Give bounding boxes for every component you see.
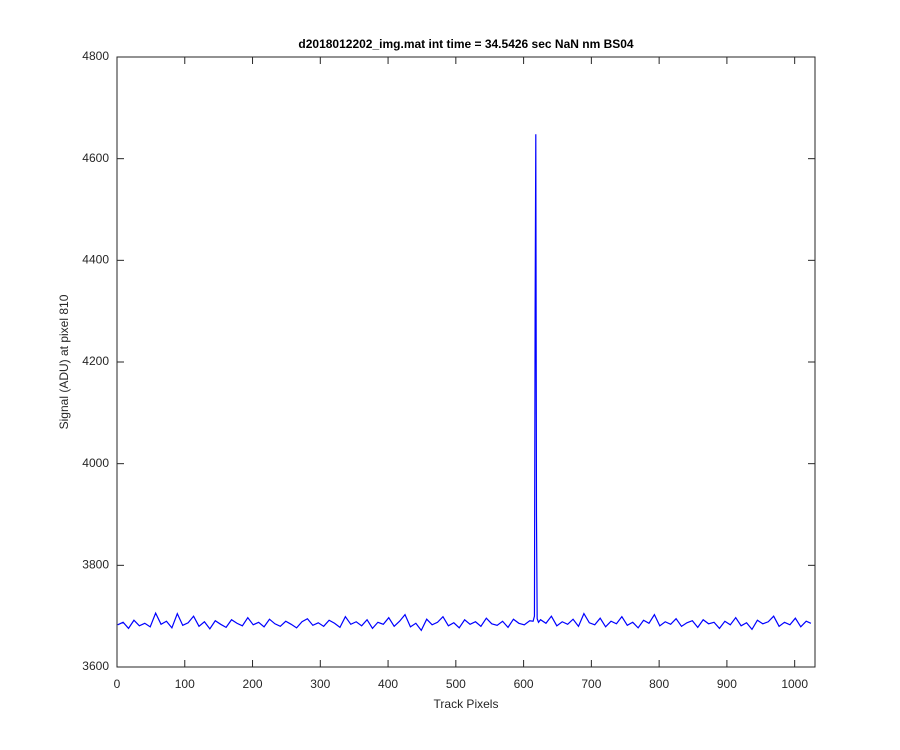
y-tick-label: 3600	[82, 659, 109, 673]
x-tick-label: 300	[310, 677, 330, 691]
y-tick-label: 4400	[82, 253, 109, 267]
x-tick-label: 900	[717, 677, 737, 691]
y-tick-label: 4600	[82, 151, 109, 165]
y-axis-label: Signal (ADU) at pixel 810	[57, 294, 71, 429]
y-tick-label: 4200	[82, 354, 109, 368]
chart-title: d2018012202_img.mat int time = 34.5426 s…	[298, 37, 634, 51]
x-axis-label: Track Pixels	[434, 697, 499, 711]
x-tick-label: 600	[514, 677, 534, 691]
x-tick-label: 0	[114, 677, 121, 691]
x-tick-label: 1000	[781, 677, 808, 691]
plot-area	[117, 57, 815, 667]
y-tick-label: 3800	[82, 558, 109, 572]
x-tick-label: 700	[581, 677, 601, 691]
data-line	[117, 134, 812, 632]
x-tick-label: 800	[649, 677, 669, 691]
x-tick-label: 100	[175, 677, 195, 691]
y-tick-label: 4800	[82, 49, 109, 63]
x-tick-label: 200	[243, 677, 263, 691]
y-tick-label: 4000	[82, 456, 109, 470]
x-tick-label: 400	[378, 677, 398, 691]
x-tick-label: 500	[446, 677, 466, 691]
